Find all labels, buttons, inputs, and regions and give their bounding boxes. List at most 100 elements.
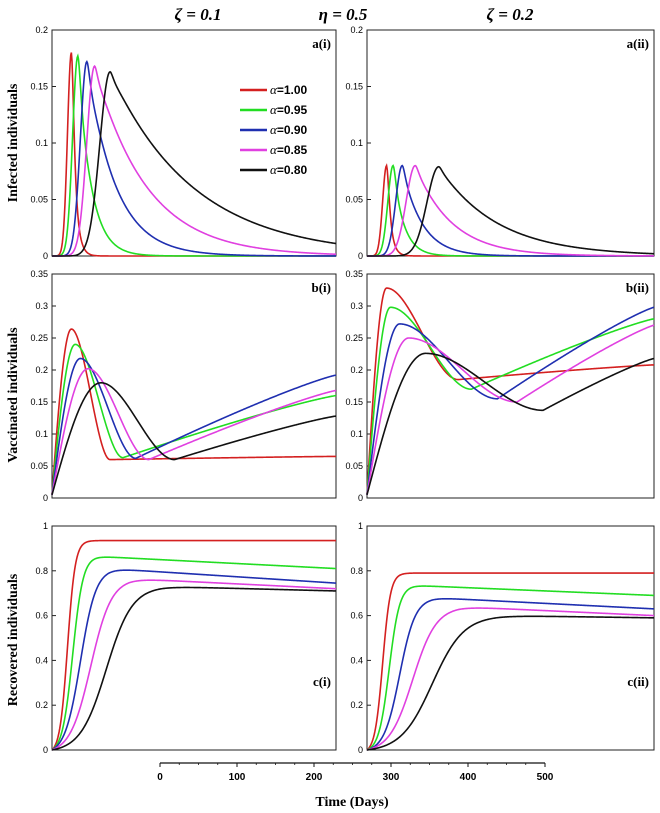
- series-line-alpha-0.85: [52, 64, 337, 257]
- panel-c_ii: 0 0.2 0.4 0.6 0.8 1 c(ii): [350, 521, 655, 755]
- ylabel-infected: Infected individuals: [6, 83, 21, 202]
- y-tick-label: 0.8: [350, 566, 363, 576]
- header-zeta-left: ζ = 0.1: [175, 5, 222, 24]
- y-tick-label: 0.1: [35, 138, 48, 148]
- ylabel-recovered: Recovered individuals: [6, 573, 21, 706]
- panel-label-b_i: b(i): [312, 280, 332, 295]
- panel-frame: [366, 29, 655, 257]
- y-tick-label: 0.2: [35, 25, 48, 35]
- series-line-alpha-0.85: [51, 367, 337, 495]
- y-tick-label: 0.25: [345, 333, 363, 343]
- series-line-alpha-0.80: [367, 165, 655, 257]
- series-line-alpha-1.00: [366, 572, 654, 751]
- series-line-alpha-0.85: [366, 607, 655, 751]
- panel-b_i: 0 0.05 0.1 0.15 0.2 0.25 0.3 0.35 b(i): [30, 269, 337, 503]
- y-tick-label: 0.6: [35, 611, 48, 621]
- panel-b_ii: 0 0.05 0.1 0.15 0.2 0.25 0.3 0.35 b(ii): [345, 269, 655, 503]
- y-tick-label: 0.6: [350, 611, 363, 621]
- y-tick-label: 0.3: [35, 301, 48, 311]
- panel-label-c_i: c(i): [313, 674, 331, 689]
- series-line-alpha-0.90: [52, 59, 336, 257]
- series-line-alpha-0.95: [366, 306, 655, 495]
- y-tick-label: 0.05: [345, 461, 363, 471]
- y-tick-label: 0.25: [30, 333, 48, 343]
- series-line-alpha-0.80: [366, 615, 655, 751]
- header-zeta-right: ζ = 0.2: [487, 5, 534, 24]
- series-line-alpha-0.95: [366, 585, 655, 751]
- panel-frame: [366, 525, 655, 751]
- y-tick-label: 0.4: [350, 655, 363, 665]
- time-axis: 0 100 200 300 400 500: [157, 762, 554, 783]
- x-axis-label: Time (Days): [315, 795, 389, 810]
- series-line-alpha-0.90: [51, 569, 337, 751]
- header-eta: η = 0.5: [319, 5, 368, 24]
- y-tick-label: 0.2: [350, 700, 363, 710]
- series-line-alpha-0.90: [366, 306, 655, 495]
- series-line-alpha-0.85: [367, 164, 654, 257]
- y-tick-label: 0: [358, 251, 363, 261]
- panel-a_i: 0 0.05 0.1 0.15 0.2 a(i): [30, 25, 337, 261]
- panel-c_i: 0 0.2 0.4 0.6 0.8 1 c(i): [35, 521, 337, 755]
- series-line-alpha-0.85: [366, 324, 655, 495]
- series-line-alpha-0.80: [366, 352, 655, 496]
- panel-frame: [51, 273, 337, 499]
- y-tick-label: 0.8: [35, 566, 48, 576]
- y-tick-label: 0.2: [350, 25, 363, 35]
- x-tick-label: 100: [229, 772, 246, 783]
- y-tick-label: 0: [43, 745, 48, 755]
- series-line-alpha-0.80: [51, 586, 337, 751]
- y-tick-label: 0.4: [35, 655, 48, 665]
- y-tick-label: 0.1: [35, 429, 48, 439]
- x-tick-label: 0: [157, 772, 163, 783]
- series-line-alpha-1.00: [51, 539, 336, 751]
- x-tick-label: 400: [460, 772, 477, 783]
- y-tick-label: 0: [43, 251, 48, 261]
- panel-label-a_i: a(i): [312, 36, 331, 51]
- y-tick-label: 0.15: [30, 397, 48, 407]
- y-tick-label: 0.05: [30, 461, 48, 471]
- series-line-alpha-0.90: [366, 597, 655, 751]
- series-line-alpha-0.85: [51, 579, 337, 751]
- x-tick-label: 300: [383, 772, 400, 783]
- panel-label-b_ii: b(ii): [626, 280, 649, 295]
- y-tick-label: 1: [358, 521, 363, 531]
- legend-entry-alpha-0.85: α=0.85: [270, 142, 308, 157]
- panel-frame: [51, 525, 337, 751]
- y-tick-label: 0.3: [350, 301, 363, 311]
- y-tick-label: 0.15: [30, 82, 48, 92]
- series-line-alpha-0.80: [51, 381, 337, 496]
- panel-frame: [366, 273, 655, 499]
- series-line-alpha-1.00: [366, 287, 655, 495]
- y-tick-label: 0: [358, 493, 363, 503]
- x-tick-label: 500: [537, 772, 554, 783]
- series-line-alpha-0.90: [51, 357, 337, 495]
- series-line-alpha-0.80: [52, 70, 337, 257]
- y-tick-label: 0.2: [350, 365, 363, 375]
- legend: α=1.00 α=0.95 α=0.90 α=0.85 α=0.80: [240, 82, 308, 177]
- ylabel-vaccinated: Vaccinated individuals: [6, 327, 21, 463]
- y-tick-label: 1: [43, 521, 48, 531]
- panel-label-a_ii: a(ii): [627, 36, 649, 51]
- series-line-alpha-0.95: [51, 556, 337, 751]
- y-tick-label: 0.15: [345, 82, 363, 92]
- y-tick-label: 0.15: [345, 397, 363, 407]
- y-tick-label: 0.1: [350, 429, 363, 439]
- y-tick-label: 0: [358, 745, 363, 755]
- legend-entry-alpha-1.00: α=1.00: [270, 82, 308, 97]
- y-tick-label: 0.05: [345, 195, 363, 205]
- x-tick-label: 200: [306, 772, 323, 783]
- series-line-alpha-0.95: [51, 343, 337, 495]
- series-line-alpha-1.00: [51, 328, 336, 495]
- y-tick-label: 0.35: [345, 269, 363, 279]
- panel-label-c_ii: c(ii): [627, 674, 649, 689]
- y-tick-label: 0.05: [30, 195, 48, 205]
- legend-entry-alpha-0.80: α=0.80: [270, 162, 308, 177]
- y-tick-label: 0: [43, 493, 48, 503]
- y-tick-label: 0.2: [35, 700, 48, 710]
- y-tick-label: 0.1: [350, 138, 363, 148]
- legend-entry-alpha-0.90: α=0.90: [270, 122, 308, 137]
- y-tick-label: 0.35: [30, 269, 48, 279]
- legend-entry-alpha-0.95: α=0.95: [270, 102, 308, 117]
- y-tick-label: 0.2: [35, 365, 48, 375]
